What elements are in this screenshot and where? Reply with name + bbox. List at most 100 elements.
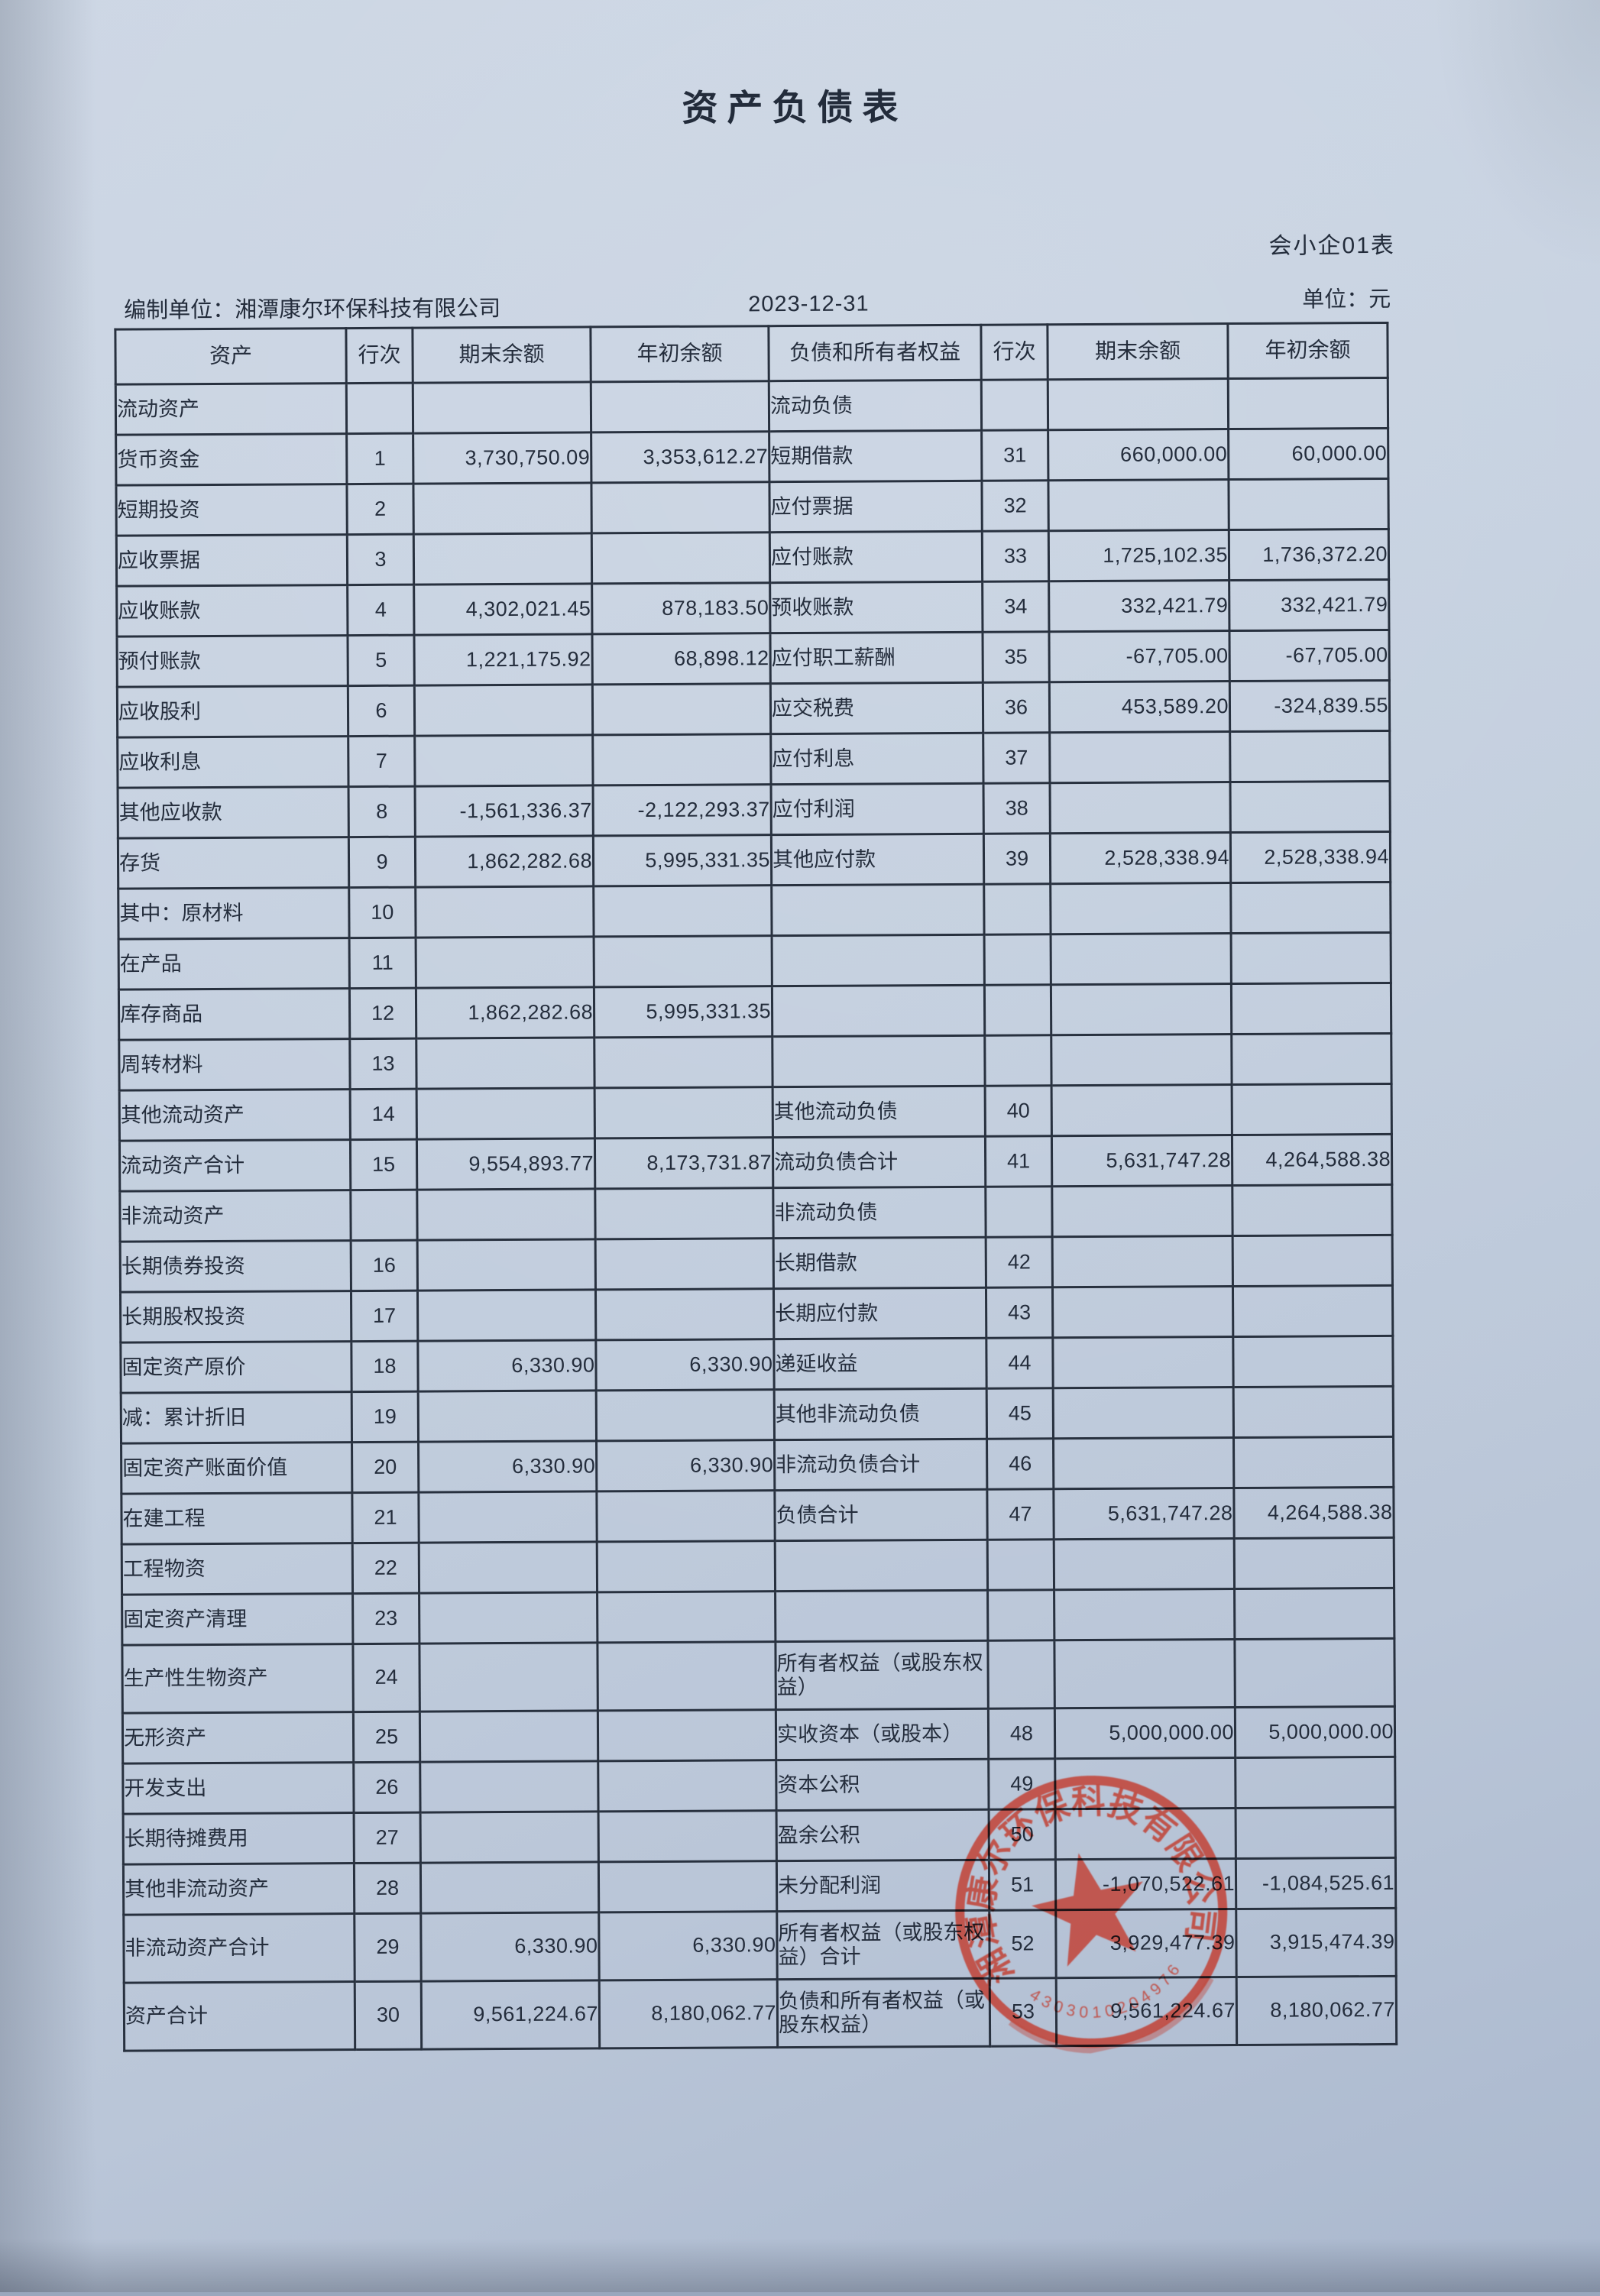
seal-star-icon [1032, 1853, 1143, 1967]
asset-beginning-balance [596, 1490, 776, 1542]
asset-beginning-balance [594, 1036, 773, 1088]
table-row: 应收账款 4 4,302,021.45 878,183.50 预收账款 34 332,421… [116, 579, 1389, 637]
asset-line-no: 3 [347, 534, 414, 585]
asset-beginning-balance: 6,330.90 [596, 1439, 775, 1491]
asset-ending-balance [419, 1710, 598, 1763]
liability-beginning-balance [1232, 1083, 1392, 1135]
asset-label: 其他应收款 [118, 786, 349, 839]
table-row: 其他应收款 8 -1,561,336.37 -2,122,293.37 应付利润 38 [118, 781, 1391, 839]
table-row: 应收股利 6 应交税费 36 453,589.20 -324,839.55 [117, 680, 1390, 738]
liability-label: 实收资本（或股本） [776, 1708, 989, 1760]
table-row: 其他流动资产 14 其他流动负债 40 [119, 1083, 1392, 1142]
liability-beginning-balance [1232, 1336, 1394, 1388]
asset-ending-balance [413, 381, 591, 434]
liability-label: 流动负债合计 [772, 1136, 986, 1188]
liability-beginning-balance [1231, 983, 1391, 1035]
asset-line-no: 23 [352, 1593, 419, 1644]
liability-line-no: 36 [983, 682, 1050, 733]
asset-beginning-balance [594, 1187, 774, 1239]
asset-label: 长期待摊费用 [123, 1812, 355, 1865]
asset-ending-balance [420, 1811, 599, 1864]
asset-beginning-balance: 3,353,612.27 [591, 431, 769, 483]
table-row: 固定资产清理 23 [121, 1588, 1394, 1646]
photo-vignette-left [0, 0, 107, 2292]
asset-line-no: 24 [352, 1643, 420, 1712]
liability-label [775, 1590, 988, 1642]
asset-line-no [350, 1190, 418, 1241]
asset-label: 固定资产原价 [120, 1341, 352, 1394]
liability-label [771, 884, 985, 936]
liability-label: 预收账款 [769, 581, 983, 633]
header-liabilities-equity: 负债和所有者权益 [768, 325, 982, 381]
liability-beginning-balance [1228, 478, 1389, 530]
asset-label: 流动资产 [115, 383, 347, 436]
asset-beginning-balance [591, 481, 770, 533]
asset-line-no: 5 [347, 635, 415, 686]
header-line-no: 行次 [345, 328, 413, 384]
table-row: 工程物资 22 [121, 1537, 1394, 1595]
form-code: 会小企01表 [1268, 232, 1395, 259]
asset-line-no: 15 [350, 1139, 417, 1190]
liability-beginning-balance: 4,264,588.38 [1233, 1487, 1394, 1539]
asset-beginning-balance [594, 935, 772, 987]
liability-label: 非流动负债 [772, 1187, 986, 1239]
asset-label: 周转材料 [118, 1038, 351, 1091]
liability-line-no [985, 1186, 1053, 1238]
asset-label: 流动资产合计 [119, 1139, 351, 1192]
asset-line-no: 9 [348, 837, 416, 888]
liability-beginning-balance: -1,084,525.61 [1236, 1857, 1396, 1909]
liability-ending-balance [1051, 933, 1232, 985]
liability-line-no [984, 984, 1051, 1036]
liability-label: 应付利润 [771, 783, 984, 835]
asset-beginning-balance [592, 733, 772, 785]
asset-line-no: 20 [351, 1442, 419, 1493]
photo-vignette-bottom [0, 2239, 1600, 2292]
section-row: 流动资产 流动负债 [115, 377, 1388, 436]
asset-beginning-balance [598, 1860, 777, 1912]
liability-beginning-balance: 1,736,372.20 [1229, 529, 1389, 581]
liability-beginning-balance: 8,180,062.77 [1236, 1976, 1397, 2045]
asset-label: 应收股利 [117, 685, 348, 738]
asset-label: 在建工程 [121, 1492, 353, 1545]
liability-beginning-balance [1232, 1235, 1393, 1287]
asset-label: 固定资产清理 [121, 1593, 353, 1646]
asset-label: 固定资产账面价值 [121, 1442, 352, 1495]
asset-ending-balance [413, 482, 592, 535]
liability-ending-balance [1051, 1185, 1233, 1237]
asset-line-no: 16 [351, 1240, 418, 1291]
asset-label: 应收票据 [116, 534, 348, 587]
liability-label: 递延收益 [773, 1338, 987, 1390]
table-row: 在建工程 21 负债合计 47 5,631,747.28 4,264,588.38 [121, 1487, 1394, 1545]
asset-ending-balance: 1,862,282.68 [416, 986, 594, 1039]
liability-beginning-balance [1233, 1436, 1394, 1488]
table-row: 库存商品 12 1,862,282.68 5,995,331.35 [118, 983, 1391, 1041]
liability-beginning-balance: 60,000.00 [1228, 428, 1388, 480]
liability-line-no: 48 [988, 1708, 1055, 1760]
liability-line-no [981, 379, 1048, 431]
asset-beginning-balance: 878,183.50 [591, 582, 770, 634]
liability-line-no [983, 883, 1051, 935]
asset-ending-balance [418, 1491, 598, 1543]
liability-ending-balance [1051, 1084, 1232, 1136]
asset-line-no: 1 [346, 433, 413, 484]
asset-beginning-balance: -2,122,293.37 [593, 784, 772, 836]
liability-ending-balance [1054, 1538, 1235, 1590]
header-ending-balance-2: 期末余额 [1047, 323, 1229, 380]
liability-line-no: 45 [986, 1388, 1054, 1439]
liability-label: 长期应付款 [773, 1287, 986, 1339]
liability-label: 流动负债 [769, 380, 982, 432]
liability-label [772, 934, 985, 986]
liability-beginning-balance [1229, 730, 1391, 782]
asset-ending-balance: 9,561,224.67 [421, 1980, 600, 2050]
liability-line-no: 47 [986, 1488, 1054, 1540]
header-beginning-balance: 年初余额 [590, 325, 769, 382]
asset-beginning-balance: 6,330.90 [595, 1339, 775, 1391]
liability-beginning-balance: -67,705.00 [1229, 630, 1390, 682]
seal-ring-smear [1008, 1977, 1214, 2054]
asset-label: 库存商品 [118, 988, 350, 1041]
asset-ending-balance: 3,730,750.09 [413, 432, 591, 484]
liability-ending-balance [1051, 1034, 1232, 1086]
liability-ending-balance: 5,631,747.28 [1051, 1135, 1232, 1187]
asset-line-no: 11 [349, 938, 416, 989]
table-row: 其中：原材料 10 [118, 882, 1391, 940]
